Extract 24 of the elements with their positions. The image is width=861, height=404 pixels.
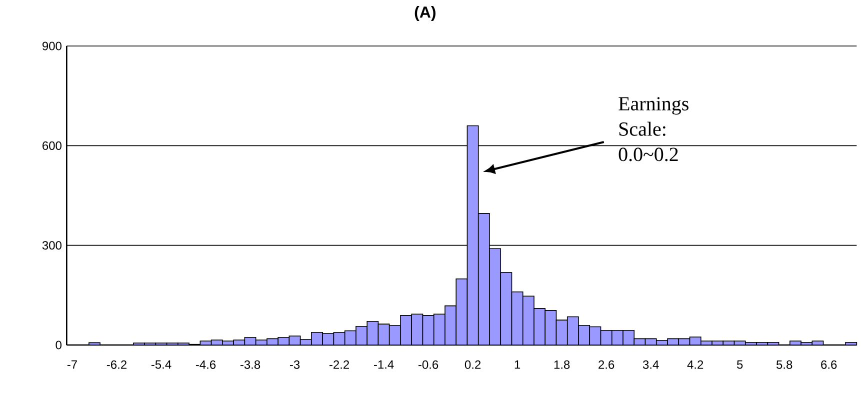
x-tick-label: 2.6: [598, 360, 614, 369]
x-tick-label: 1.8: [554, 360, 570, 369]
x-tick-label: -3.8: [240, 360, 260, 369]
x-tick-label: -6.2: [106, 360, 126, 369]
x-tick-label: -3: [290, 360, 300, 369]
x-tick-label: -0.6: [418, 360, 438, 369]
x-tick-label: 5: [736, 360, 743, 369]
x-tick-label: 0.2: [464, 360, 481, 369]
x-tick-label: 1: [514, 360, 520, 369]
y-tick-label: 900: [42, 42, 62, 50]
x-tick-label: -2.2: [329, 360, 350, 369]
x-tick-label: 3.4: [642, 360, 659, 369]
y-tick-label: 300: [42, 241, 62, 250]
x-tick-label: 4.2: [687, 360, 704, 369]
x-tick-label: -1.4: [374, 360, 394, 369]
x-tick-label: -7: [67, 360, 77, 369]
x-tick-label: -4.6: [196, 360, 216, 369]
x-tick-label: 5.8: [776, 360, 792, 369]
chart-title: (A): [414, 6, 436, 21]
y-tick-label: 600: [42, 141, 62, 150]
x-tick-label: -5.4: [151, 360, 172, 369]
annotation: Earnings Scale: 0.0~0.2: [618, 97, 688, 162]
y-tick-label: 0: [56, 340, 62, 350]
x-tick-label: 6.6: [821, 360, 837, 369]
